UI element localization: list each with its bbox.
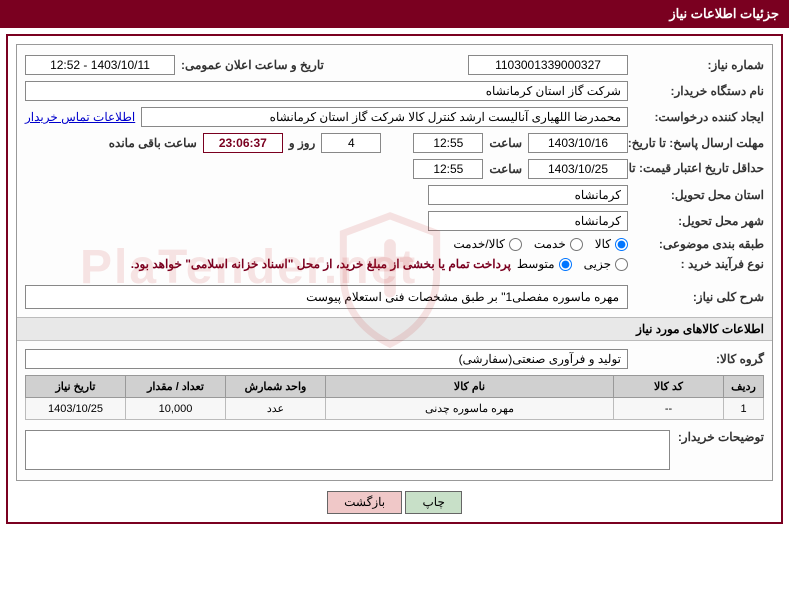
deadline-label: مهلت ارسال پاسخ: تا تاریخ:	[634, 136, 764, 150]
cell-qty: 10,000	[126, 398, 226, 420]
category-radios: کالا خدمت کالا/خدمت	[453, 237, 628, 251]
radio-small[interactable]: جزیی	[584, 257, 628, 271]
main-frame: شماره نیاز: 1103001339000327 تاریخ و ساع…	[6, 34, 783, 524]
announce-label: تاریخ و ساعت اعلان عمومی:	[181, 58, 324, 72]
city-label: شهر محل تحویل:	[634, 214, 764, 228]
requester-value: محمدرضا اللهیاری آنالیست ارشد کنترل کالا…	[141, 107, 628, 127]
th-row: ردیف	[724, 376, 764, 398]
items-section-title: اطلاعات کالاهای مورد نیاز	[17, 317, 772, 341]
th-qty: تعداد / مقدار	[126, 376, 226, 398]
radio-goods-input[interactable]	[615, 238, 628, 251]
comments-box	[25, 430, 670, 470]
th-name: نام کالا	[326, 376, 614, 398]
days-word: روز و	[289, 136, 316, 150]
radio-goods[interactable]: کالا	[595, 237, 628, 251]
remain-label: ساعت باقی مانده	[109, 136, 197, 150]
desc-value: مهره ماسوره مفصلی1" بر طبق مشخصات فنی اس…	[25, 285, 628, 309]
group-value: تولید و فرآوری صنعتی(سفارشی)	[25, 349, 628, 369]
th-code: کد کالا	[614, 376, 724, 398]
back-button[interactable]: بازگشت	[327, 491, 402, 514]
cell-name: مهره ماسوره چدنی	[326, 398, 614, 420]
cell-row: 1	[724, 398, 764, 420]
purchase-note: پرداخت تمام یا بخشی از مبلغ خرید، از محل…	[131, 257, 511, 271]
announce-value: 1403/10/11 - 12:52	[25, 55, 175, 75]
th-date: تاریخ نیاز	[26, 376, 126, 398]
radio-service[interactable]: خدمت	[534, 237, 583, 251]
time-label-1: ساعت	[489, 136, 522, 150]
radio-medium-input[interactable]	[559, 258, 572, 271]
days-left: 4	[321, 133, 381, 153]
province-value: کرمانشاه	[428, 185, 628, 205]
desc-label: شرح کلی نیاز:	[634, 290, 764, 304]
panel-title: جزئیات اطلاعات نیاز	[669, 6, 779, 21]
radio-small-input[interactable]	[615, 258, 628, 271]
category-label: طبقه بندی موضوعی:	[634, 237, 764, 251]
requester-label: ایجاد کننده درخواست:	[634, 110, 764, 124]
city-value: کرمانشاه	[428, 211, 628, 231]
th-unit: واحد شمارش	[226, 376, 326, 398]
buyer-org-label: نام دستگاه خریدار:	[634, 84, 764, 98]
table-row: 1 -- مهره ماسوره چدنی عدد 10,000 1403/10…	[26, 398, 764, 420]
radio-both[interactable]: کالا/خدمت	[453, 237, 521, 251]
cell-unit: عدد	[226, 398, 326, 420]
validity-time: 12:55	[413, 159, 483, 179]
purchase-radios: جزیی متوسط	[517, 257, 628, 271]
radio-service-input[interactable]	[570, 238, 583, 251]
contact-link[interactable]: اطلاعات تماس خریدار	[25, 110, 135, 124]
deadline-time: 12:55	[413, 133, 483, 153]
button-row: چاپ بازگشت	[16, 491, 773, 514]
group-label: گروه کالا:	[634, 352, 764, 366]
cell-code: --	[614, 398, 724, 420]
countdown-timer: 23:06:37	[203, 133, 283, 153]
buyer-org-value: شرکت گاز استان کرمانشاه	[25, 81, 628, 101]
deadline-date: 1403/10/16	[528, 133, 628, 153]
panel-header: جزئیات اطلاعات نیاز	[0, 0, 789, 28]
items-table: ردیف کد کالا نام کالا واحد شمارش تعداد /…	[25, 375, 764, 420]
cell-date: 1403/10/25	[26, 398, 126, 420]
details-box: شماره نیاز: 1103001339000327 تاریخ و ساع…	[16, 44, 773, 481]
purchase-type-label: نوع فرآیند خرید :	[634, 257, 764, 271]
need-number-value: 1103001339000327	[468, 55, 628, 75]
radio-medium[interactable]: متوسط	[517, 257, 572, 271]
validity-date: 1403/10/25	[528, 159, 628, 179]
radio-both-input[interactable]	[509, 238, 522, 251]
province-label: استان محل تحویل:	[634, 188, 764, 202]
comments-label: توضیحات خریدار:	[678, 430, 764, 444]
validity-label: حداقل تاریخ اعتبار قیمت: تا تاریخ:	[634, 161, 764, 177]
need-number-label: شماره نیاز:	[634, 58, 764, 72]
time-label-2: ساعت	[489, 162, 522, 176]
print-button[interactable]: چاپ	[405, 491, 461, 514]
